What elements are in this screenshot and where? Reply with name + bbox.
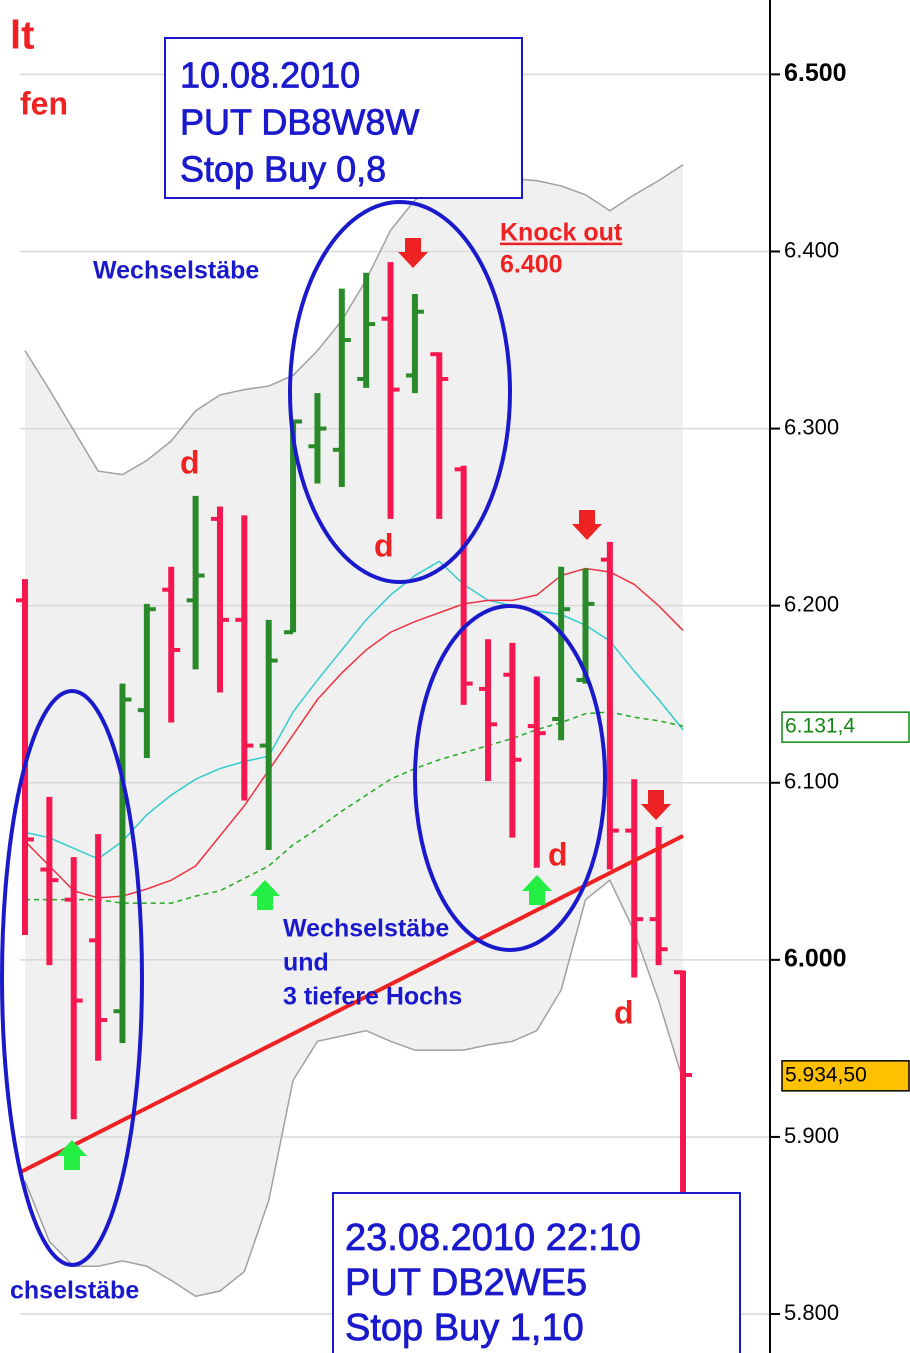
annotation: Wechselstäbe xyxy=(283,915,449,943)
price-label: 6.131,4 xyxy=(785,715,855,738)
box xyxy=(332,1192,741,1353)
y-tick-label: 6.200 xyxy=(784,591,839,616)
annotation: d xyxy=(180,444,200,480)
annotation: d xyxy=(614,994,634,1030)
indicator-line xyxy=(24,560,684,860)
indicator-line xyxy=(24,567,684,899)
annotation: 3 tiefere Hochs xyxy=(283,983,462,1011)
up-arrow xyxy=(57,1140,87,1170)
y-tick-label: 5.800 xyxy=(784,1300,839,1325)
annotation: d xyxy=(374,527,394,563)
y-tick-label: 6.500 xyxy=(784,59,847,87)
box-text: Stop Buy 1,10 xyxy=(345,1307,584,1349)
box xyxy=(164,37,523,199)
annotation: chselstäbe xyxy=(10,1277,139,1305)
y-tick-label: 6.000 xyxy=(784,944,847,972)
y-tick-label: 6.100 xyxy=(784,769,839,794)
annotation: 6.400 xyxy=(500,251,563,279)
y-tick-label: 6.300 xyxy=(784,414,839,439)
circle xyxy=(288,200,512,584)
annotation: d xyxy=(548,836,568,872)
box-text: 10.08.2010 xyxy=(180,55,360,96)
indicator-line xyxy=(24,878,684,1298)
down-arrow xyxy=(572,510,602,540)
box-text: PUT DB2WE5 xyxy=(345,1262,587,1304)
header-text: fen xyxy=(20,85,68,121)
annotation: Wechselstäbe xyxy=(93,257,259,285)
circle xyxy=(413,604,607,952)
box-text: Stop Buy 0,8 xyxy=(180,149,386,190)
up-arrow xyxy=(522,875,552,905)
y-tick-label: 5.900 xyxy=(784,1123,839,1148)
box-text: 23.08.2010 22:10 xyxy=(345,1217,641,1259)
circle xyxy=(0,689,144,1267)
y-tick-label: 6.400 xyxy=(784,237,839,262)
price-box xyxy=(781,711,910,743)
box-text: PUT DB8W8W xyxy=(180,102,419,143)
annotation: und xyxy=(283,949,329,977)
price-label: 5.934,50 xyxy=(785,1063,867,1086)
decorations xyxy=(0,0,771,1353)
indicator-line xyxy=(25,711,684,904)
annotation: Knock out xyxy=(500,219,623,247)
band-area xyxy=(25,164,683,1297)
trendline xyxy=(19,834,684,1175)
down-arrow xyxy=(641,790,671,820)
indicator-line xyxy=(24,164,684,476)
down-arrow xyxy=(398,238,428,268)
header-text: lt xyxy=(10,14,34,58)
price-box xyxy=(781,1060,910,1092)
up-arrow xyxy=(250,880,280,910)
